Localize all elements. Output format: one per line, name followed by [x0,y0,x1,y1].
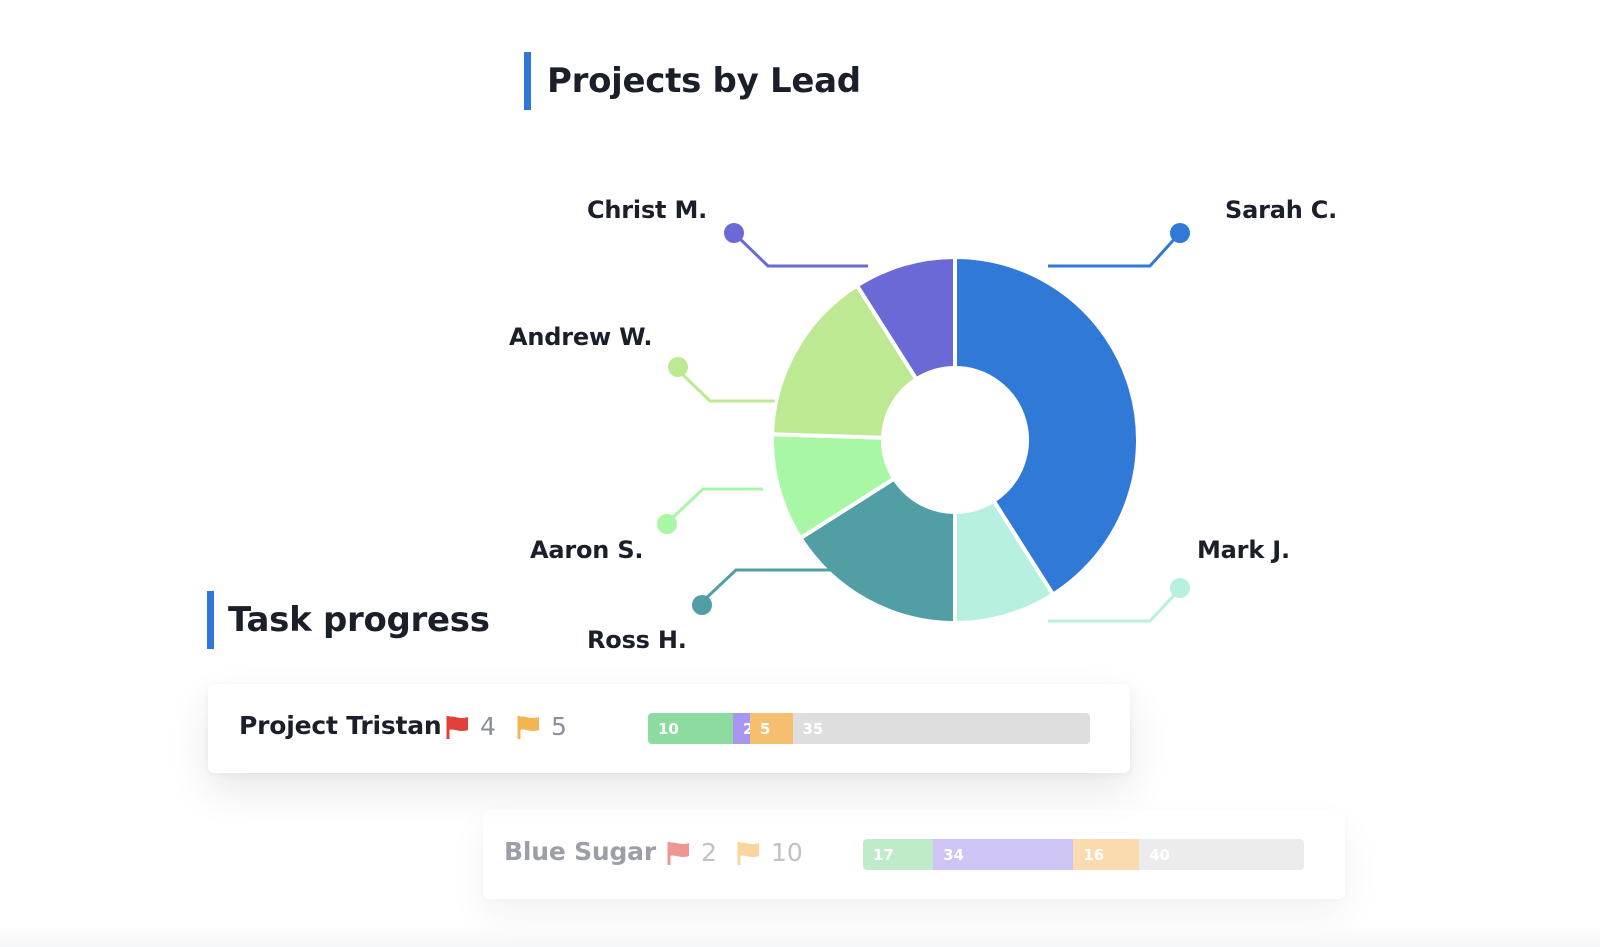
progress-segment: 40 [1139,839,1304,870]
leader-dot [724,223,744,243]
leader-line [678,370,775,403]
progress-segment-label: 34 [943,845,964,864]
progress-segment-label: 5 [760,719,771,738]
leader-dot [1170,578,1190,598]
progress-segment-label: 2 [743,719,750,738]
task-progress-title: Task progress [207,591,490,649]
orange-flag-count-value: 5 [551,712,567,741]
task-progress-title-text: Task progress [228,600,490,640]
red-flag-count-value: 2 [701,838,717,867]
progress-segment: 17 [863,839,934,870]
orange-flag-icon [517,715,539,739]
orange-flag-count-value: 10 [771,838,803,867]
bottom-fade [0,925,1600,947]
title-accent-bar [524,52,531,110]
donut-slice-christ-m[interactable] [854,255,957,382]
progress-segment: 16 [1073,839,1140,870]
orange-flag-icon [737,841,759,865]
leader-line [666,487,763,524]
lead-label: Sarah C. [1225,196,1338,224]
leader-dot [657,514,677,534]
task-progress-bar: 10 2 5 35 [648,713,1090,744]
project-name: Project Tristan [239,711,442,740]
progress-segment: 10 [648,713,733,744]
lead-label: Andrew W. [509,323,653,351]
red-flag-icon [667,841,689,865]
progress-segment: 34 [933,839,1074,870]
red-flag-count-value: 4 [480,712,496,741]
leader-dot [668,357,688,377]
lead-label: Ross H. [587,626,687,654]
red-flag-count: 2 [666,838,717,867]
progress-segment: 35 [792,713,1090,744]
leader-dot [692,595,712,615]
progress-segment-label: 17 [873,845,894,864]
task-card[interactable]: Project Tristan 4 5 10 2 5 35 [208,684,1130,773]
projects-by-lead-title-text: Projects by Lead [547,61,861,101]
progress-segment-label: 40 [1149,845,1170,864]
orange-flag-count: 5 [516,712,567,741]
red-flag-icon [446,715,468,739]
leader-line [1048,233,1180,268]
leader-line [1048,589,1180,623]
lead-label: Christ M. [587,196,708,224]
progress-segment-label: 35 [802,719,824,738]
progress-segment: 5 [750,713,793,744]
projects-by-lead-title: Projects by Lead [524,52,861,110]
leader-line [700,568,832,604]
leader-line [735,234,868,268]
leader-dot [1170,223,1190,243]
task-progress-bar: 17 34 16 40 [863,839,1304,870]
task-card[interactable]: Blue Sugar 2 10 17 34 16 40 [483,810,1345,899]
orange-flag-count: 10 [736,838,803,867]
progress-segment-label: 10 [658,719,679,738]
progress-segment: 2 [733,713,750,744]
title-accent-bar [207,591,214,649]
lead-label: Mark J. [1197,536,1290,564]
red-flag-count: 4 [445,712,496,741]
lead-label: Aaron S. [530,536,644,564]
progress-segment-label: 16 [1083,845,1105,864]
project-name: Blue Sugar [504,837,656,866]
